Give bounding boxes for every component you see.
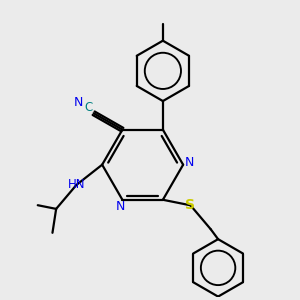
Text: N: N <box>74 96 83 110</box>
Text: N: N <box>185 156 194 170</box>
Text: C: C <box>85 101 93 114</box>
Text: N: N <box>116 200 125 213</box>
Text: HN: HN <box>68 178 85 191</box>
Text: S: S <box>185 198 196 212</box>
